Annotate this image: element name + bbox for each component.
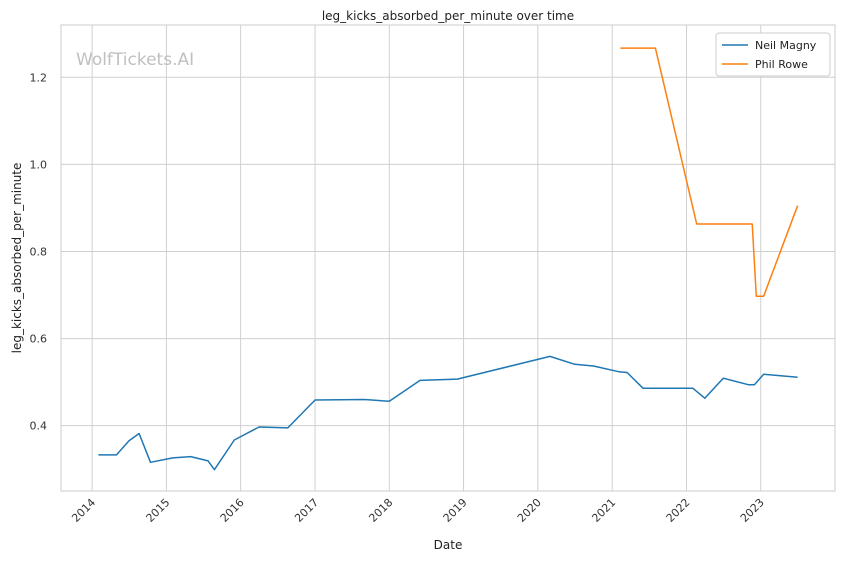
grid — [61, 25, 835, 491]
x-tick-label: 2023 — [738, 496, 767, 525]
x-tick-label: 2018 — [366, 496, 395, 525]
x-tick-label: 2022 — [664, 496, 693, 525]
x-axis-title: Date — [434, 538, 463, 552]
x-tick-label: 2019 — [441, 496, 470, 525]
legend-box — [715, 32, 831, 77]
y-tick-label: 1.0 — [30, 158, 48, 171]
series-line-phil-rowe — [620, 47, 799, 298]
legend-label-phil-rowe: Phil Rowe — [755, 58, 808, 71]
x-axis-ticks: 2014 2015 2016 2017 2018 2019 2020 2021 2022 2023 — [69, 496, 767, 525]
x-tick-label: 2014 — [69, 496, 98, 525]
series-line-neil-magny — [98, 355, 798, 471]
legend-label-neil-magny: Neil Magny — [755, 39, 817, 52]
y-axis-ticks: 0.4 0.6 0.8 1.0 1.2 — [30, 71, 48, 432]
y-axis-title: leg_kicks_absorbed_per_minute — [10, 163, 24, 354]
watermark: WolfTickets.AI — [76, 50, 194, 70]
x-tick-label: 2020 — [515, 496, 544, 525]
series-layer — [98, 47, 799, 471]
y-tick-label: 0.4 — [30, 420, 48, 433]
x-tick-label: 2021 — [589, 496, 618, 525]
chart-title: leg_kicks_absorbed_per_minute over time — [322, 9, 574, 23]
legend: Neil Magny Phil Rowe — [715, 32, 831, 77]
y-tick-label: 0.6 — [30, 333, 48, 346]
x-tick-label: 2016 — [218, 496, 247, 525]
plot-area — [60, 24, 836, 492]
y-tick-label: 1.2 — [30, 71, 48, 84]
y-tick-label: 0.8 — [30, 245, 48, 258]
x-tick-label: 2017 — [292, 496, 321, 525]
x-tick-label: 2015 — [143, 496, 172, 525]
